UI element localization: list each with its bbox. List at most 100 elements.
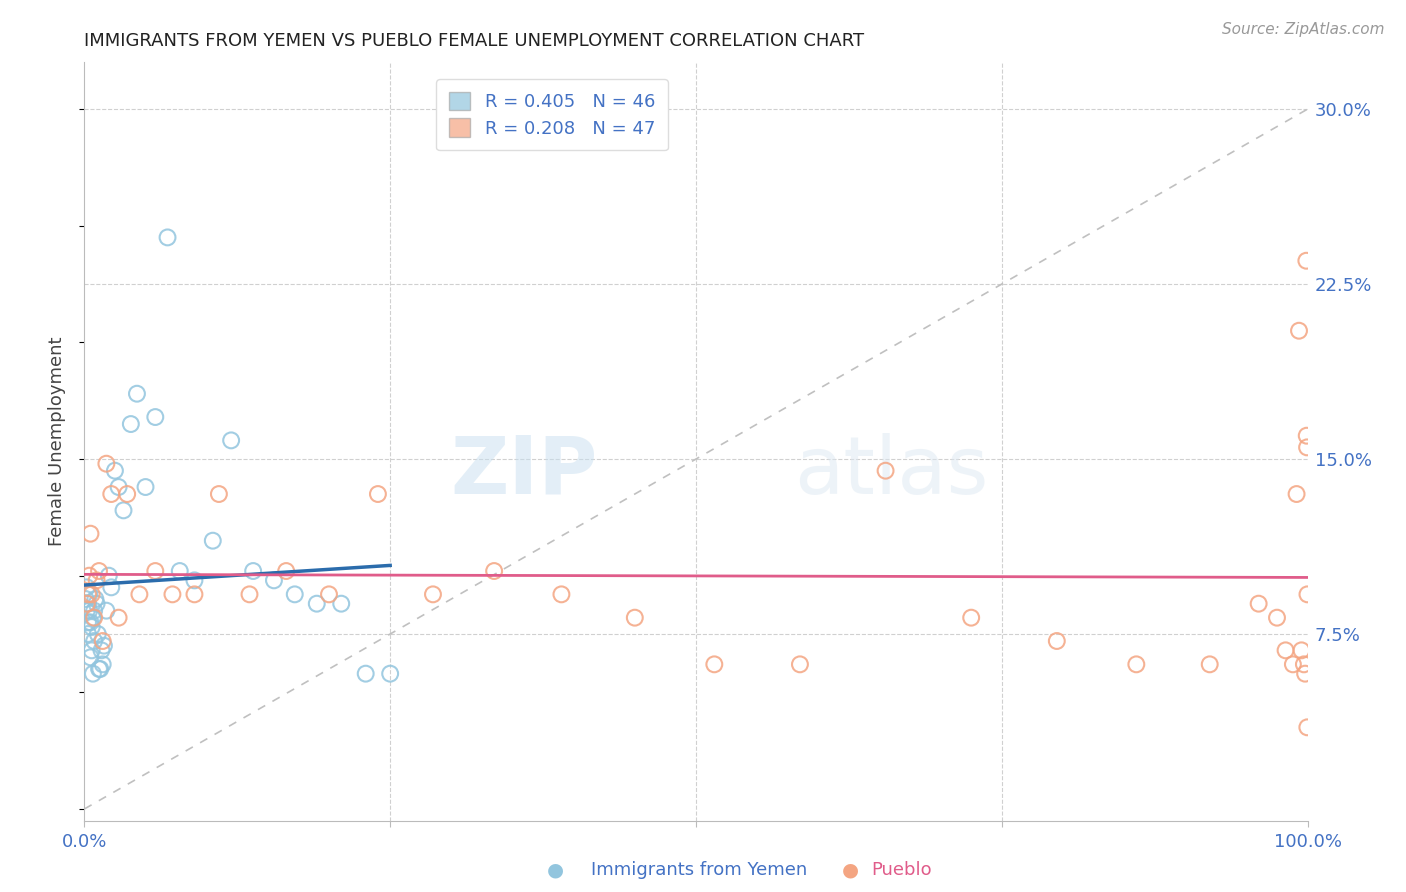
Point	[624, 610, 647, 624]
Point	[84, 592, 107, 607]
Text: IMMIGRANTS FROM YEMEN VS PUEBLO FEMALE UNEMPLOYMENT CORRELATION CHART: IMMIGRANTS FROM YEMEN VS PUEBLO FEMALE U…	[84, 32, 865, 50]
Point	[183, 587, 205, 601]
Point	[100, 580, 122, 594]
Point	[104, 464, 127, 478]
Point	[107, 610, 129, 624]
Point	[1296, 587, 1319, 601]
Text: Pueblo: Pueblo	[872, 861, 932, 879]
Point	[125, 386, 148, 401]
Point	[90, 643, 112, 657]
Point	[305, 597, 328, 611]
Text: atlas: atlas	[794, 433, 988, 511]
Point	[86, 574, 108, 588]
Point	[77, 587, 100, 601]
Point	[330, 597, 353, 611]
Text: ●: ●	[842, 860, 859, 880]
Legend: R = 0.405   N = 46, R = 0.208   N = 47: R = 0.405 N = 46, R = 0.208 N = 47	[436, 79, 668, 150]
Point	[1282, 657, 1305, 672]
Point	[87, 627, 110, 641]
Point	[1291, 643, 1313, 657]
Point	[112, 503, 135, 517]
Point	[169, 564, 191, 578]
Point	[1125, 657, 1147, 672]
Point	[79, 526, 101, 541]
Text: Immigrants from Yemen: Immigrants from Yemen	[591, 861, 807, 879]
Point	[93, 639, 115, 653]
Point	[143, 564, 166, 578]
Point	[79, 650, 101, 665]
Point	[482, 564, 505, 578]
Point	[115, 487, 138, 501]
Point	[77, 587, 100, 601]
Point	[1294, 666, 1316, 681]
Point	[219, 434, 242, 448]
Text: ZIP: ZIP	[451, 433, 598, 511]
Point	[242, 564, 264, 578]
Point	[1288, 324, 1310, 338]
Point	[80, 620, 103, 634]
Point	[87, 564, 110, 578]
Point	[789, 657, 811, 672]
Point	[89, 662, 111, 676]
Point	[83, 610, 105, 624]
Point	[422, 587, 444, 601]
Point	[143, 410, 166, 425]
Point	[80, 643, 103, 657]
Point	[318, 587, 340, 601]
Point	[1296, 720, 1319, 734]
Point	[76, 580, 98, 594]
Y-axis label: Female Unemployment: Female Unemployment	[48, 337, 66, 546]
Point	[77, 627, 100, 641]
Point	[263, 574, 285, 588]
Point	[82, 666, 104, 681]
Point	[276, 564, 298, 578]
Point	[76, 597, 98, 611]
Point	[354, 666, 377, 681]
Point	[91, 634, 114, 648]
Point	[77, 615, 100, 630]
Text: Source: ZipAtlas.com: Source: ZipAtlas.com	[1222, 22, 1385, 37]
Point	[367, 487, 389, 501]
Point	[1296, 441, 1319, 455]
Point	[91, 657, 114, 672]
Point	[77, 604, 100, 618]
Point	[100, 487, 122, 501]
Point	[208, 487, 231, 501]
Point	[238, 587, 260, 601]
Point	[284, 587, 307, 601]
Point	[960, 610, 983, 624]
Point	[201, 533, 224, 548]
Point	[96, 457, 118, 471]
Point	[380, 666, 402, 681]
Point	[1046, 634, 1069, 648]
Point	[77, 568, 100, 582]
Point	[86, 597, 108, 611]
Point	[1265, 610, 1288, 624]
Point	[128, 587, 150, 601]
Point	[1247, 597, 1270, 611]
Point	[80, 587, 103, 601]
Point	[83, 634, 105, 648]
Point	[1285, 487, 1308, 501]
Point	[79, 615, 101, 630]
Point	[162, 587, 184, 601]
Point	[875, 464, 897, 478]
Point	[550, 587, 572, 601]
Point	[1295, 428, 1317, 442]
Point	[77, 597, 100, 611]
Point	[1198, 657, 1220, 672]
Point	[1292, 657, 1315, 672]
Point	[135, 480, 157, 494]
Point	[107, 480, 129, 494]
Point	[703, 657, 725, 672]
Point	[183, 574, 205, 588]
Point	[1295, 253, 1317, 268]
Point	[156, 230, 179, 244]
Text: ●: ●	[547, 860, 564, 880]
Point	[87, 662, 110, 676]
Point	[120, 417, 142, 431]
Point	[1274, 643, 1296, 657]
Point	[96, 604, 118, 618]
Point	[82, 610, 104, 624]
Point	[97, 568, 120, 582]
